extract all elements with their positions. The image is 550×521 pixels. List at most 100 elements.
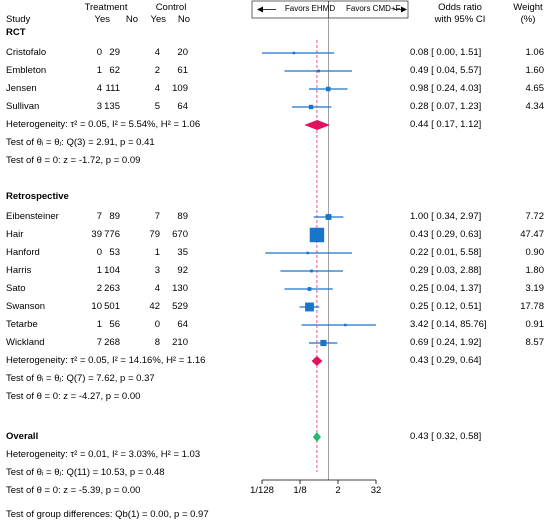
weight-value: 1.80	[525, 265, 545, 276]
treatment-yes-value: 10	[91, 301, 102, 312]
treatment-no-value: 29	[109, 47, 120, 58]
odds-ratio-ci: 0.08 [ 0.00, 1.51]	[410, 47, 482, 58]
overall-heterogeneity: Heterogeneity: τ² = 0.01, I² = 3.03%, H²…	[6, 449, 201, 460]
effect-square	[310, 269, 313, 273]
group-test-zero: Test of θ = 0: z = -4.27, p = 0.00	[6, 391, 141, 402]
weight-value: 7.72	[525, 211, 545, 222]
overall-test-equality: Test of θᵢ = θⱼ: Q(11) = 10.53, p = 0.48	[6, 467, 165, 478]
group-test-equality: Test of θᵢ = θⱼ: Q(3) = 2.91, p = 0.41	[6, 137, 155, 148]
control-no-value: 89	[177, 211, 188, 222]
header-treatment-no: No	[125, 14, 138, 25]
treatment-no-value: 776	[104, 229, 120, 240]
group-heterogeneity: Heterogeneity: τ² = 0.05, I² = 5.54%, H²…	[6, 119, 201, 130]
group-differences-test: Test of group differences: Qb(1) = 0.00,…	[6, 509, 209, 520]
treatment-no-value: 89	[109, 211, 120, 222]
odds-ratio-ci: 1.00 [ 0.34, 2.97]	[410, 211, 482, 222]
control-no-value: 35	[177, 247, 188, 258]
effect-square	[306, 251, 309, 255]
favors-ehmd-label: Favors EHMD	[284, 4, 336, 13]
control-yes-value: 5	[154, 101, 160, 112]
treatment-no-value: 53	[109, 247, 120, 258]
odds-ratio-ci: 0.43 [ 0.29, 0.63]	[410, 229, 482, 240]
study-name: Hair	[6, 229, 24, 240]
treatment-no-value: 263	[104, 283, 120, 294]
group-heading: RCT	[6, 27, 26, 38]
study-name: Hanford	[6, 247, 40, 258]
group-summary-ci: 0.44 [ 0.17, 1.12]	[410, 119, 482, 130]
group-summary-diamond	[304, 120, 331, 130]
control-yes-value: 8	[154, 337, 160, 348]
header-weight-unit: (%)	[520, 14, 536, 25]
study-name: Harris	[6, 265, 32, 276]
header-treatment-yes: Yes	[94, 14, 111, 25]
favors-box	[251, 0, 409, 19]
control-no-value: 61	[177, 65, 188, 76]
effect-square	[305, 302, 314, 312]
study-name: Tetarbe	[6, 319, 38, 330]
study-name: Embleton	[6, 65, 47, 76]
effect-square	[344, 323, 347, 327]
control-yes-value: 79	[149, 229, 160, 240]
weight-value: 4.65	[525, 83, 545, 94]
study-name: Sato	[6, 283, 26, 294]
forest-plot	[251, 0, 409, 484]
effect-square	[309, 227, 325, 243]
weight-value: 0.90	[525, 247, 545, 258]
treatment-yes-value: 4	[96, 83, 102, 94]
treatment-yes-value: 2	[96, 283, 102, 294]
treatment-no-value: 56	[109, 319, 120, 330]
overall-summary-diamond	[312, 432, 322, 442]
control-no-value: 529	[172, 301, 188, 312]
odds-ratio-ci: 0.49 [ 0.04, 5.57]	[410, 65, 482, 76]
group-test-equality: Test of θᵢ = θⱼ: Q(7) = 7.62, p = 0.37	[6, 373, 155, 384]
control-no-value: 20	[177, 47, 188, 58]
header-control-yes: Yes	[150, 14, 167, 25]
treatment-no-value: 268	[104, 337, 120, 348]
control-yes-value: 7	[154, 211, 160, 222]
effect-square	[292, 51, 296, 55]
treatment-no-value: 111	[105, 83, 120, 94]
effect-square	[325, 214, 332, 220]
odds-ratio-ci: 0.69 [ 0.24, 1.92]	[410, 337, 482, 348]
header-weight: Weight	[513, 2, 543, 13]
control-no-value: 64	[177, 319, 188, 330]
header-control-no: No	[177, 14, 190, 25]
study-name: Eibensteiner	[6, 211, 59, 222]
weight-value: 1.60	[525, 65, 545, 76]
weight-value: 8.57	[525, 337, 545, 348]
effect-square	[325, 86, 331, 92]
odds-ratio-ci: 0.22 [ 0.01, 5.58]	[410, 247, 482, 258]
control-no-value: 670	[172, 229, 188, 240]
study-name: Jensen	[6, 83, 37, 94]
odds-ratio-ci: 0.25 [ 0.04, 1.37]	[410, 283, 482, 294]
study-name: Wickland	[6, 337, 45, 348]
weight-value: 4.34	[525, 101, 545, 112]
group-heading: Retrospective	[6, 191, 69, 202]
treatment-yes-value: 7	[96, 337, 102, 348]
control-yes-value: 4	[154, 83, 160, 94]
control-no-value: 64	[177, 101, 188, 112]
treatment-no-value: 104	[104, 265, 120, 276]
weight-value: 0.91	[525, 319, 545, 330]
overall-test-zero: Test of θ = 0: z = -5.39, p = 0.00	[6, 485, 141, 496]
odds-ratio-ci: 3.42 [ 0.14, 85.76]	[410, 319, 487, 330]
study-name: Cristofalo	[6, 47, 47, 58]
treatment-yes-value: 0	[96, 47, 102, 58]
effect-square	[317, 69, 321, 73]
overall-heading: Overall	[6, 431, 39, 442]
control-no-value: 109	[172, 83, 188, 94]
effect-square	[308, 104, 314, 110]
group-summary-diamond	[311, 356, 323, 366]
x-tick-label: 32	[370, 485, 382, 496]
control-no-value: 130	[172, 283, 188, 294]
control-yes-value: 0	[154, 319, 160, 330]
group-test-zero: Test of θ = 0: z = -1.72, p = 0.09	[6, 155, 141, 166]
study-name: Swanson	[6, 301, 46, 312]
treatment-yes-value: 1	[96, 65, 102, 76]
weight-value: 17.78	[520, 301, 544, 312]
control-yes-value: 4	[154, 283, 160, 294]
control-yes-value: 1	[154, 247, 160, 258]
treatment-no-value: 62	[109, 65, 120, 76]
odds-ratio-ci: 0.98 [ 0.24, 4.03]	[410, 83, 482, 94]
treatment-no-value: 501	[104, 301, 120, 312]
